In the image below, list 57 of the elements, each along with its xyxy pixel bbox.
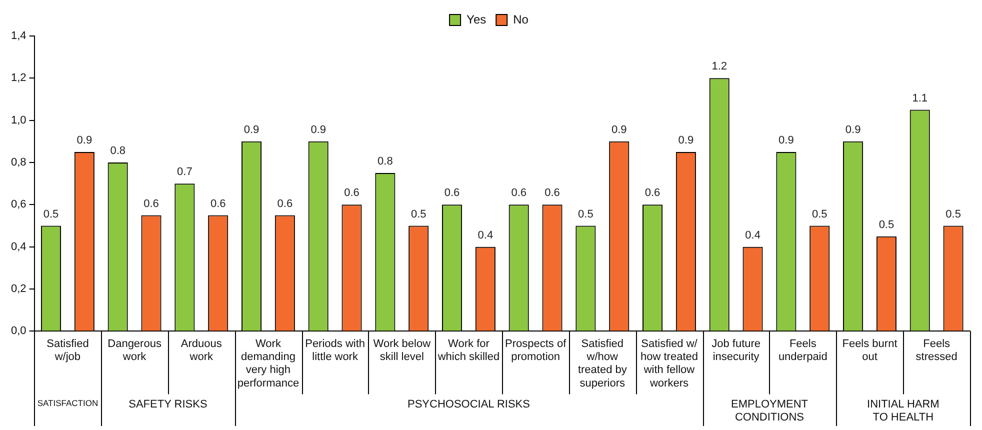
x-tick-label: Work below skill level <box>373 338 431 364</box>
data-label: 1.1 <box>912 92 928 104</box>
y-tick-label: 1,2 <box>10 72 26 84</box>
y-tick-label: 1,0 <box>10 114 26 126</box>
data-label: 0.6 <box>344 187 360 200</box>
x-tick-label: Work demanding very high performance <box>237 338 300 390</box>
data-label: 0.7 <box>177 166 192 178</box>
legend-label: Yes <box>466 12 486 26</box>
x-tick-label: Job future insecurity <box>712 338 761 364</box>
data-label: 0.5 <box>946 208 961 220</box>
data-label: 0.9 <box>310 124 326 136</box>
y-tick-label: 0,0 <box>10 325 26 338</box>
data-label: 0.5 <box>410 208 426 220</box>
text: INITIAL HARM TO HEALTH <box>867 398 940 424</box>
data-label: 0.6 <box>277 198 293 210</box>
data-label: 0.9 <box>678 134 694 147</box>
data-label: 0.9 <box>76 134 92 147</box>
data-label: 0.6 <box>544 187 560 200</box>
data-label: 0.4 <box>745 229 760 242</box>
y-tick-label: 1,4 <box>10 30 26 42</box>
x-tick-label: Feels underpaid <box>778 338 828 364</box>
y-tick-label: 0,2 <box>10 283 26 296</box>
data-label: 0.6 <box>144 198 159 210</box>
data-label: 0.5 <box>578 208 594 220</box>
data-label: 0.8 <box>378 156 393 168</box>
data-label: 0.6 <box>644 187 660 200</box>
x-tick-label: Feels burnt out <box>842 338 898 364</box>
x-tick-label: Feels stressed <box>916 338 958 364</box>
data-label: 0.6 <box>210 198 226 210</box>
text: PSYCHOSOCIAL RISKS <box>407 398 530 411</box>
data-label: 0.8 <box>110 145 126 158</box>
x-tick-label: Dangerous work <box>108 338 162 364</box>
y-tick-label: 0,4 <box>10 240 26 253</box>
data-label: 0.5 <box>43 208 59 220</box>
y-tick-label: 0,6 <box>10 198 26 211</box>
data-label: 0.4 <box>478 229 494 242</box>
legend-label: No <box>513 12 529 26</box>
x-tick-label: Periods with little work <box>305 338 366 364</box>
text: SAFETY RISKS <box>128 398 208 411</box>
x-tick-label: Satisfied w/ how treated with fellow workers <box>640 338 698 390</box>
data-label: 0.9 <box>244 124 260 136</box>
x-tick-label: Satisfied w/job <box>46 338 89 364</box>
data-label: 0.9 <box>778 134 794 147</box>
data-label: 1.2 <box>712 60 728 73</box>
data-label: 0.9 <box>611 124 627 136</box>
x-tick-label: Work for which skilled <box>436 338 500 364</box>
text: SATISFACTION <box>37 398 98 408</box>
data-label: 0.6 <box>444 187 460 200</box>
data-label: 0.9 <box>845 124 861 136</box>
data-label: 0.6 <box>511 187 527 200</box>
x-tick-label: Arduous work <box>180 338 222 364</box>
data-label: 0.5 <box>812 208 828 220</box>
data-label: 0.5 <box>878 218 894 231</box>
text: EMPLOYMENT CONDITIONS <box>730 398 808 424</box>
x-tick-label: Satisfied w/how treated by superiors <box>578 338 628 390</box>
y-tick-label: 0,8 <box>10 156 26 169</box>
x-tick-label: Prospects of promotion <box>504 338 568 364</box>
